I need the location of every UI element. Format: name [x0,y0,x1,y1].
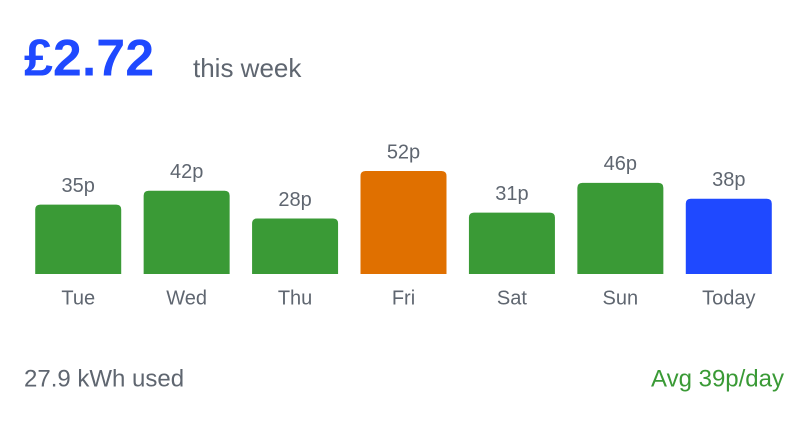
category-label: Fri [392,287,415,309]
value-label: 46p [604,153,637,175]
bar [685,198,772,274]
bar [360,171,447,274]
usage: 27.9 kWh used [24,365,184,392]
value-label: 38p [712,169,745,191]
value-label: 42p [170,161,203,183]
average: Avg 39p/day [651,365,784,392]
bar [577,182,664,274]
period: this week [193,53,302,83]
category-label: Sun [603,287,639,309]
bar [252,218,339,274]
value-label: 52p [387,141,420,163]
category-label: Thu [278,287,312,309]
value-label: 31p [495,183,528,205]
category-label: Today [702,287,755,309]
bar [143,190,230,274]
category-label: Sat [497,287,527,309]
bar [468,212,555,274]
value-label: 35p [62,175,95,197]
total: £2.72 [24,30,154,88]
category-label: Wed [166,287,207,309]
value-label: 28p [278,189,311,211]
bar [35,204,122,274]
category-label: Tue [61,287,95,309]
